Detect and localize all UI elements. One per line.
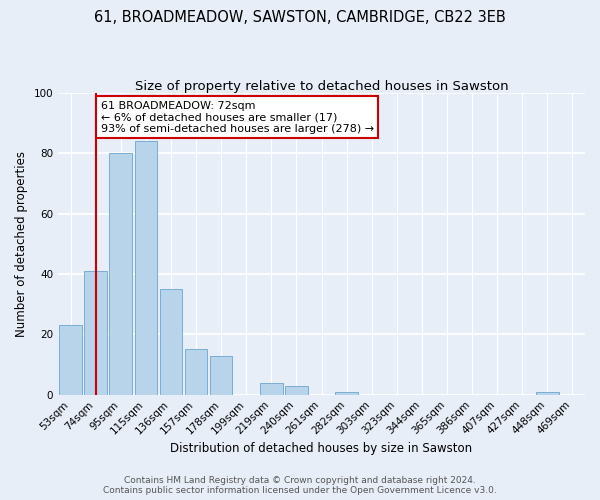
X-axis label: Distribution of detached houses by size in Sawston: Distribution of detached houses by size … (170, 442, 473, 455)
Bar (335, 392, 358, 394)
Title: Size of property relative to detached houses in Sawston: Size of property relative to detached ho… (135, 80, 508, 93)
Bar (109, 154, 132, 394)
Bar (210, 356, 232, 395)
Bar (59, 326, 82, 394)
Bar (536, 392, 559, 394)
Bar (160, 289, 182, 395)
Bar (185, 350, 208, 395)
Y-axis label: Number of detached properties: Number of detached properties (15, 151, 28, 337)
Bar (260, 382, 283, 394)
Bar (85, 271, 107, 394)
Text: 61 BROADMEADOW: 72sqm
← 6% of detached houses are smaller (17)
93% of semi-detac: 61 BROADMEADOW: 72sqm ← 6% of detached h… (101, 100, 374, 134)
Text: 61, BROADMEADOW, SAWSTON, CAMBRIDGE, CB22 3EB: 61, BROADMEADOW, SAWSTON, CAMBRIDGE, CB2… (94, 10, 506, 25)
Bar (285, 386, 308, 394)
Bar (134, 142, 157, 394)
Text: Contains HM Land Registry data © Crown copyright and database right 2024.
Contai: Contains HM Land Registry data © Crown c… (103, 476, 497, 495)
